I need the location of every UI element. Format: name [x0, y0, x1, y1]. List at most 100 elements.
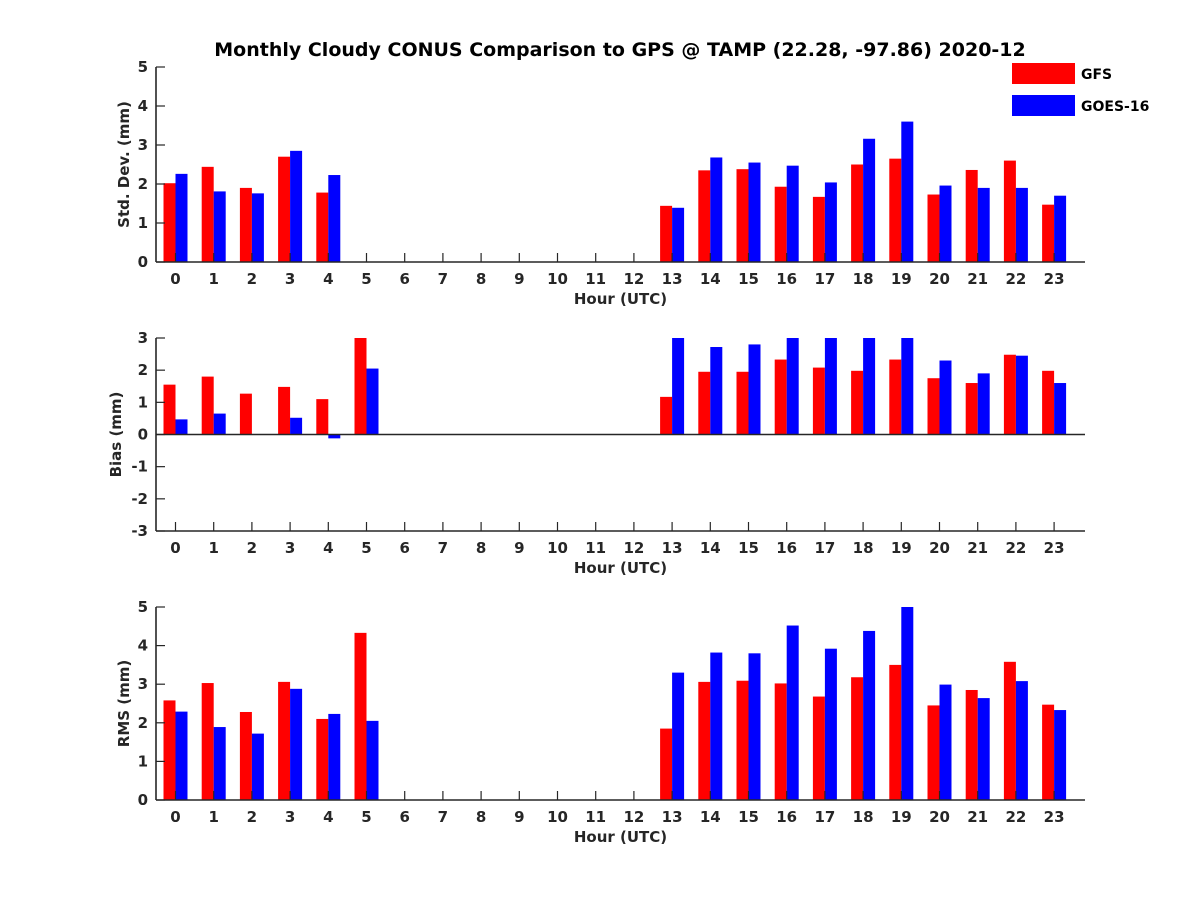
bias-xtick-label: 14 [700, 539, 721, 557]
bias-xtick-label: 0 [170, 539, 180, 557]
rms-xtick-label: 9 [514, 808, 524, 826]
std-dev-xtick-label: 5 [361, 270, 371, 288]
bias-bar-goes-16-20 [939, 360, 952, 435]
rms-xtick-label: 1 [208, 808, 218, 826]
rms-ytick-label: 5 [138, 598, 148, 616]
std-dev-bar-goes-16-14 [710, 157, 723, 262]
rms-bar-gfs-21 [965, 689, 978, 800]
bias-xtick-label: 15 [738, 539, 759, 557]
bias-xtick-label: 12 [623, 539, 644, 557]
legend-swatch-gfs [1012, 63, 1075, 84]
rms-bar-goes-16-3 [290, 688, 303, 800]
std-dev-bar-gfs-13 [660, 205, 673, 262]
std-dev-bar-gfs-14 [698, 170, 711, 262]
chart-title: Monthly Cloudy CONUS Comparison to GPS @… [214, 39, 1026, 61]
rms-ytick-label: 3 [138, 675, 148, 693]
bias-bar-gfs-17 [812, 367, 825, 435]
legend: GFS GOES-16 [1012, 63, 1149, 116]
std-dev-xtick-label: 20 [929, 270, 950, 288]
rms-bar-gfs-19 [889, 664, 902, 800]
std-dev-xtick-label: 14 [700, 270, 721, 288]
rms-ytick-label: 4 [138, 637, 148, 655]
bias-bar-gfs-15 [736, 371, 749, 435]
bias-bar-gfs-1 [201, 376, 214, 435]
rms-xtick-label: 8 [476, 808, 486, 826]
std-dev-ytick-label: 2 [138, 175, 148, 193]
bias-bar-goes-16-23 [1054, 383, 1067, 435]
bias-bar-goes-16-19 [901, 338, 914, 435]
rms-bar-gfs-18 [851, 677, 864, 800]
rms-xtick-label: 7 [438, 808, 448, 826]
std-dev-xtick-label: 22 [1005, 270, 1026, 288]
std-dev-xtick-label: 6 [399, 270, 409, 288]
std-dev-xtick-label: 10 [547, 270, 568, 288]
bias-ytick-label: 0 [138, 426, 148, 444]
std-dev-xtick-label: 3 [285, 270, 295, 288]
rms-bar-gfs-16 [774, 683, 787, 800]
rms-bar-goes-16-0 [175, 711, 188, 800]
std-dev-bar-goes-16-15 [748, 162, 761, 262]
std-dev-ytick-label: 4 [138, 97, 148, 115]
std-dev-xtick-label: 4 [323, 270, 333, 288]
bias-bar-goes-16-18 [863, 338, 876, 435]
std-dev-xtick-label: 1 [208, 270, 218, 288]
std-dev-bar-goes-16-22 [1015, 187, 1028, 262]
std-dev-bar-gfs-16 [774, 186, 787, 262]
legend-swatch-goes16 [1012, 95, 1075, 116]
rms-xtick-label: 22 [1005, 808, 1026, 826]
bias-bar-gfs-2 [239, 393, 252, 435]
std-dev-xtick-label: 23 [1044, 270, 1065, 288]
rms-xtick-label: 4 [323, 808, 333, 826]
rms-xtick-label: 16 [776, 808, 797, 826]
bias-xtick-label: 17 [814, 539, 835, 557]
std-dev-ytick-label: 1 [138, 214, 148, 232]
bias-ytick-label: -1 [131, 458, 148, 476]
std-dev-bar-goes-16-3 [290, 150, 303, 262]
std-dev-bar-goes-16-18 [863, 138, 876, 262]
bias-bar-gfs-3 [278, 386, 291, 435]
rms-bar-goes-16-22 [1015, 681, 1028, 800]
rms-bar-gfs-22 [1003, 661, 1016, 800]
std-dev-xtick-label: 16 [776, 270, 797, 288]
bias-bar-goes-16-21 [977, 373, 990, 435]
std-dev-xtick-label: 13 [662, 270, 683, 288]
std-dev-bar-goes-16-1 [213, 191, 226, 262]
rms-xtick-label: 23 [1044, 808, 1065, 826]
bias-bar-gfs-5 [354, 338, 367, 435]
rms-bar-goes-16-18 [863, 630, 876, 800]
bias-bar-gfs-19 [889, 359, 902, 435]
rms-bar-gfs-3 [278, 681, 291, 800]
rms-bar-goes-16-13 [672, 672, 685, 800]
bias-xtick-label: 4 [323, 539, 333, 557]
rms-xtick-label: 19 [891, 808, 912, 826]
std-dev-xtick-label: 7 [438, 270, 448, 288]
rms-xtick-label: 17 [814, 808, 835, 826]
std-dev-bar-goes-16-16 [786, 165, 799, 262]
std-dev-bar-gfs-1 [201, 166, 214, 262]
rms-xtick-label: 18 [853, 808, 874, 826]
std-dev-bar-goes-16-19 [901, 121, 914, 262]
std-dev-xtick-label: 19 [891, 270, 912, 288]
bias-xtick-label: 21 [967, 539, 988, 557]
rms-xtick-label: 12 [623, 808, 644, 826]
bias-bar-gfs-14 [698, 371, 711, 435]
std-dev-xtick-label: 9 [514, 270, 524, 288]
bias-bar-gfs-13 [660, 396, 673, 435]
std-dev-bar-goes-16-2 [251, 193, 264, 262]
std-dev-xtick-label: 11 [585, 270, 606, 288]
std-dev-xlabel: Hour (UTC) [574, 290, 667, 308]
std-dev-bar-gfs-3 [278, 156, 291, 262]
bias-bar-goes-16-17 [824, 338, 837, 435]
std-dev-xtick-label: 17 [814, 270, 835, 288]
rms-bar-gfs-14 [698, 681, 711, 800]
rms-bar-goes-16-1 [213, 727, 226, 800]
bias-ytick-label: 1 [138, 393, 148, 411]
legend-label-goes16: GOES-16 [1081, 99, 1149, 115]
rms-bar-gfs-5 [354, 632, 367, 800]
rms-bar-goes-16-23 [1054, 710, 1067, 800]
rms-bar-gfs-23 [1042, 704, 1055, 800]
std-dev-xtick-label: 0 [170, 270, 180, 288]
bias-bar-gfs-22 [1003, 354, 1016, 435]
